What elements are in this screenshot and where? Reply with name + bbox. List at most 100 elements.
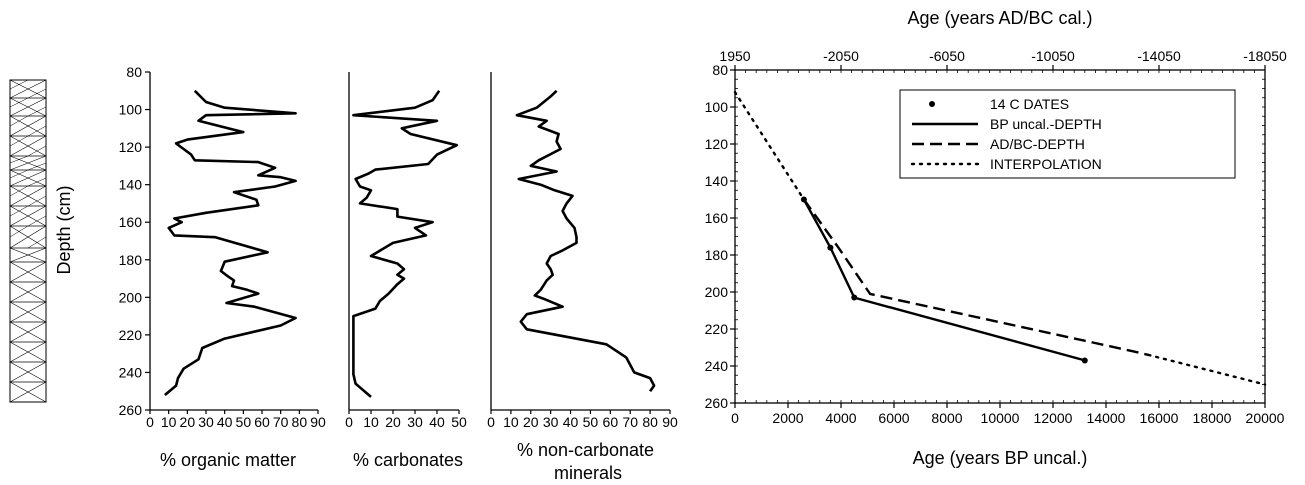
y-tick-label: 160 [119,214,143,230]
x-label-carbonates: % carbonates [353,450,463,470]
y-tick-label: 100 [119,102,143,118]
lithology-hatch [9,79,29,90]
lithology-hatch [27,162,47,171]
x-tick-label: 60 [603,414,619,430]
lithology-hatch [27,236,47,249]
y-tick-label: 200 [705,284,729,300]
lithology-hatch [9,185,47,207]
y-tick-label: 140 [705,173,729,189]
legend-label: 14 C DATES [990,96,1069,112]
lithology-hatch [9,225,47,249]
lithology-hatch [9,321,47,343]
top-x-tick-label: -14050 [1137,48,1181,64]
x-tick-label: 10 [503,414,519,430]
lithology-border [9,79,47,403]
x-tick-label: 10000 [981,410,1020,426]
x-tick-label: 0 [487,414,495,430]
y-tick-label: 120 [705,136,729,152]
series-dashed [802,198,1149,357]
x-label-noncarbonate: % non-carbonate minerals [517,440,659,483]
lithology-hatch [9,205,47,227]
x-tick-label: 30 [407,414,423,430]
lithology-hatch [9,155,47,171]
x-tick-label: 60 [254,414,270,430]
lithology-hatch [9,301,47,323]
top-x-tick-label: 1950 [719,48,750,64]
series-dotted [733,90,806,201]
x-tick-label: 20000 [1246,410,1285,426]
x-tick-label: 20 [180,414,196,430]
lithology-hatch [9,169,29,179]
series-solid [802,198,1086,362]
x-tick-label: 70 [622,414,638,430]
x-tick-label: 80 [642,414,658,430]
y-tick-label: 80 [126,64,142,80]
lithology-hatch [9,225,29,238]
y-tick-label: 220 [705,321,729,337]
legend-swatch-dot [929,101,935,107]
age-depth-panel: 0 2000 4000 6000 8000 10000 12000 14000 16000 180… [705,48,1287,426]
lithology-hatch [9,79,47,99]
y-tick-label: 240 [705,358,729,374]
y-axis-label: Depth (cm) [54,185,74,274]
x-tick-label: 10 [161,414,177,430]
lithology-hatch [9,261,47,283]
x-tick-label: 14000 [1087,410,1126,426]
top-x-tick-label: -10050 [1031,48,1075,64]
y-tick-label: 180 [119,252,143,268]
y-tick-label: 240 [119,364,143,380]
lithology-hatch [9,341,47,363]
legend-label: INTERPOLATION [990,156,1102,172]
lithology-hatch [9,361,47,383]
lithology-hatch [9,115,29,127]
lithology-hatch [27,215,47,227]
legend-label: AD/BC-DEPTH [990,136,1085,152]
carbonates-panel: 0 10 20 30 40 50 [345,72,467,430]
y-tick-label: 260 [119,402,143,418]
x-tick-label: 30 [198,414,214,430]
x-tick-label: 6000 [878,410,909,426]
x-tick-label: 90 [662,414,678,430]
x-tick-label: 80 [292,414,308,430]
x-tick-label: 0 [146,414,154,430]
x-tick-label: 70 [273,414,289,430]
x-tick-label: 50 [583,414,599,430]
x-tick-label: 20 [385,414,401,430]
x-tick-label: 0 [345,414,353,430]
x-tick-label: 90 [310,414,326,430]
lithology-hatch [9,185,29,197]
series-line [164,89,297,396]
lithology-hatch [9,247,47,263]
x-tick-label: 30 [543,414,559,430]
lithology-hatch [9,205,29,217]
x-tick-label: 40 [217,414,233,430]
lithology-hatch [9,155,29,164]
legend-label: BP uncal.-DEPTH [990,116,1102,132]
lithology-column [9,79,47,403]
age-bottom-label: Age (years BP uncal.) [913,448,1088,468]
x-label-organic: % organic matter [160,450,296,470]
lithology-hatch [9,169,47,187]
lithology-hatch [27,125,47,137]
y-tick-label: 140 [119,177,143,193]
non-carbonate-panel: 0 10 20 30 40 50 60 70 80 90 [487,72,678,430]
series-line [352,90,459,398]
x-tick-label: 40 [563,414,579,430]
x-tick-label: 4000 [825,410,856,426]
lithology-hatch [9,97,29,108]
lithology-hatch [9,115,47,137]
y-tick-label: 120 [119,139,143,155]
x-tick-label: 12000 [1034,410,1073,426]
series-line [515,89,656,392]
lithology-hatch [27,88,47,99]
legend-box [899,89,1236,179]
lithology-hatch [27,195,47,207]
lithology-hatch [9,135,47,157]
lithology-hatch [9,135,29,147]
lithology-hatch [27,106,47,117]
x-tick-label: 40 [429,414,445,430]
y-tick-label: 100 [705,99,729,115]
x-tick-label: 8000 [931,410,962,426]
